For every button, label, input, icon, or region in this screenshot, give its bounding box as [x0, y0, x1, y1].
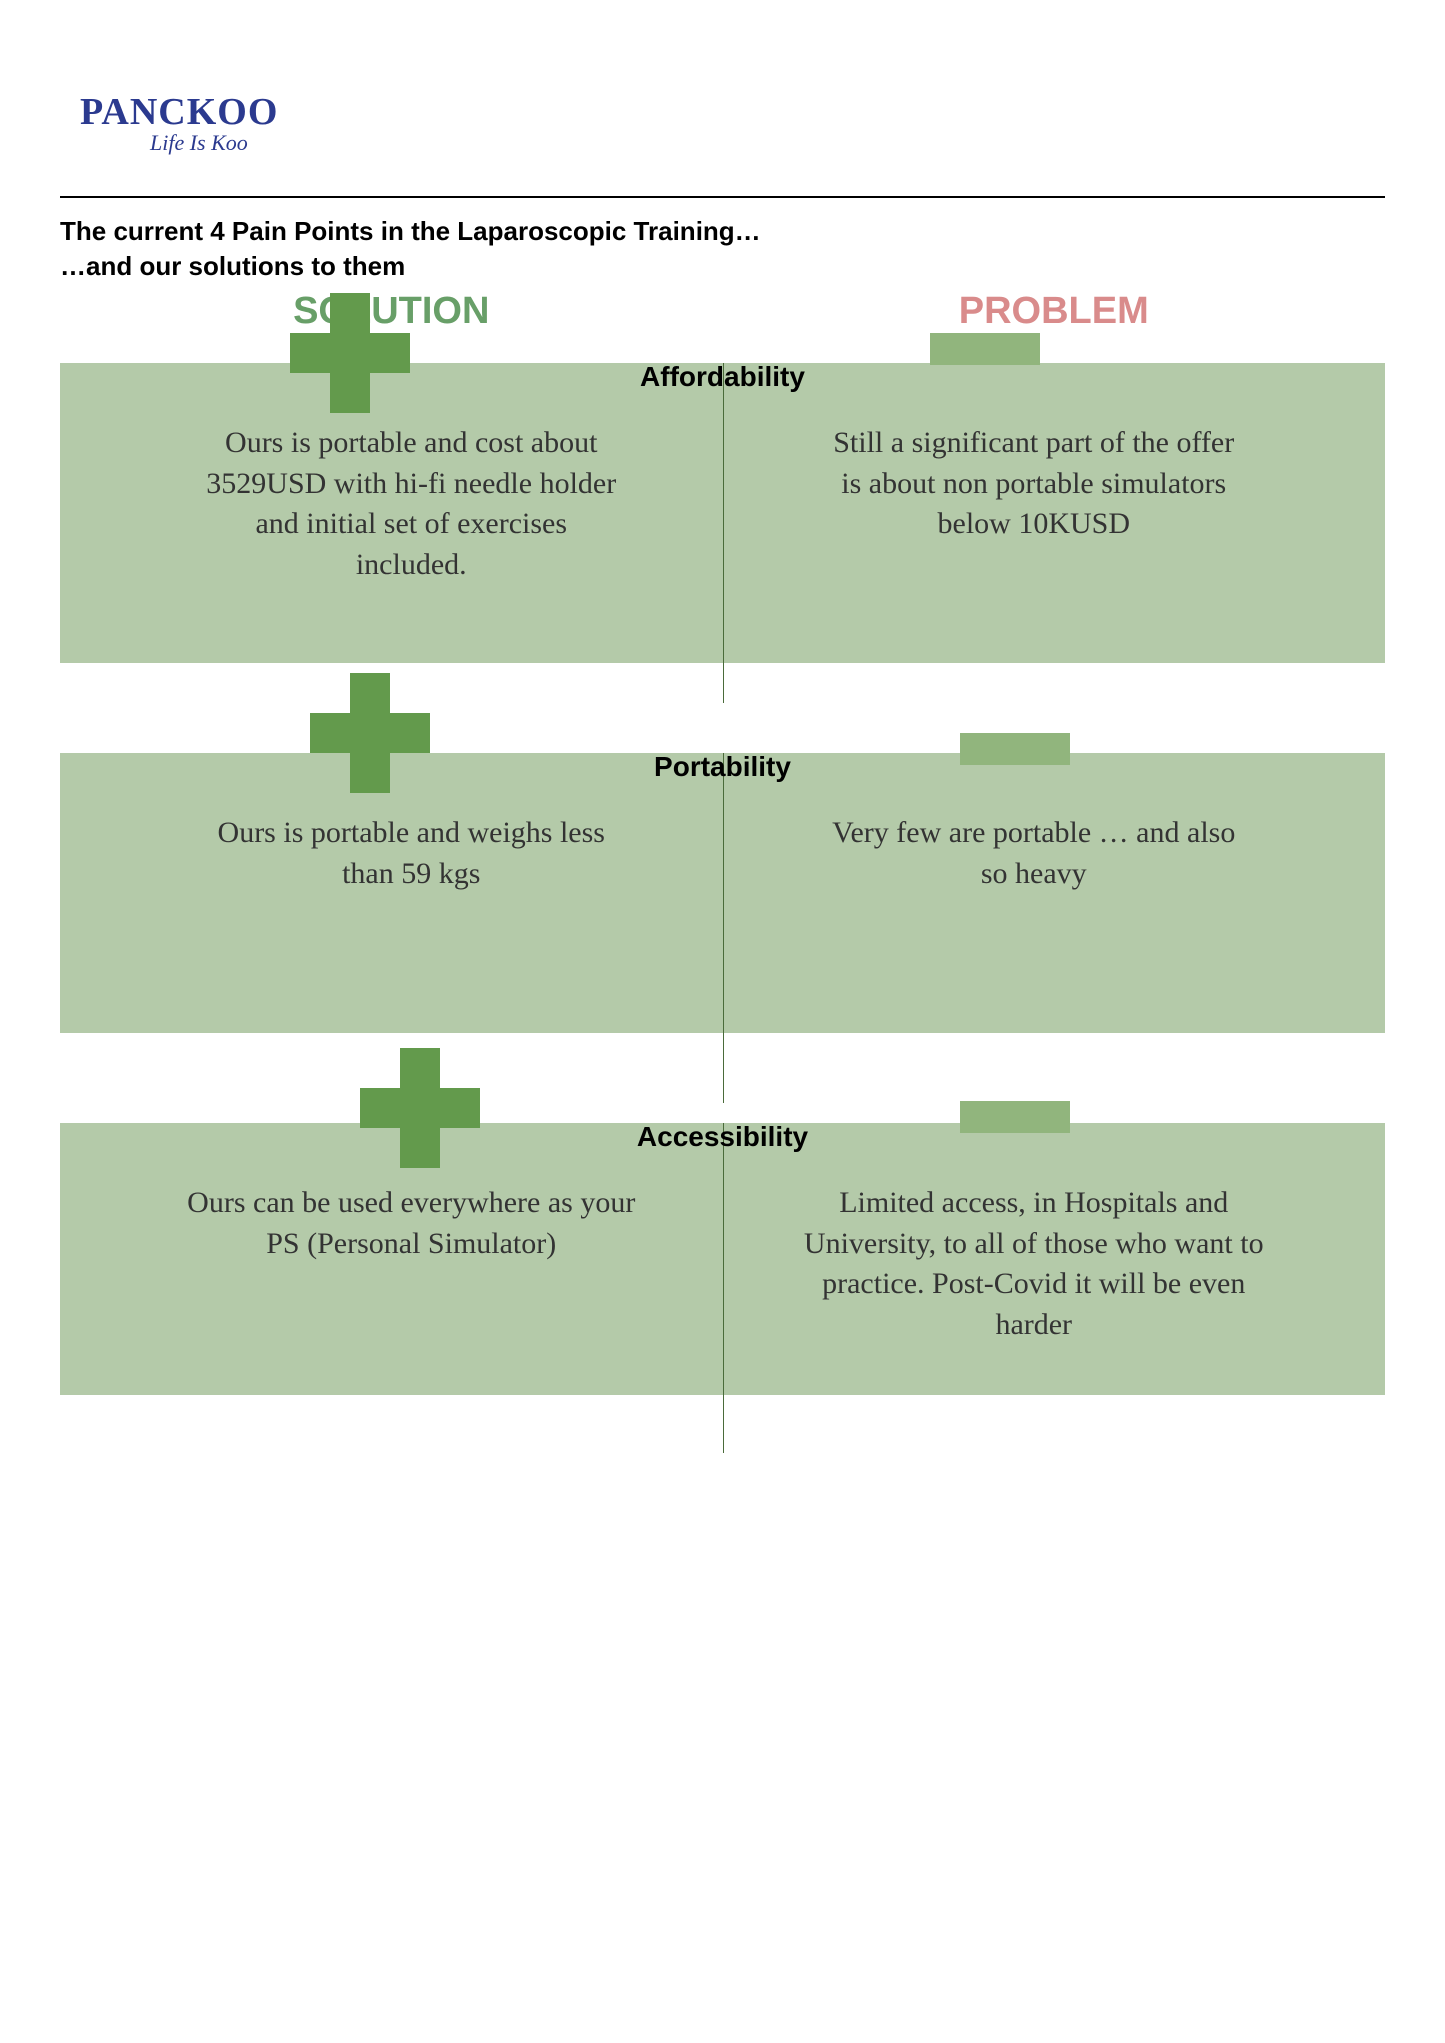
- logo-brand: PANCKOO: [80, 90, 1385, 134]
- solution-cell: Ours can be used everywhere as your PS (…: [100, 1183, 723, 1345]
- plus-icon-horizontal: [360, 1088, 480, 1128]
- divider-vertical: [723, 363, 724, 703]
- panel: Ours is portable and cost about 3529USD …: [60, 363, 1385, 663]
- minus-icon: [960, 1101, 1070, 1133]
- column-headers: SOLUTION PROBLEM: [60, 290, 1385, 333]
- plus-icon: [310, 673, 430, 793]
- divider-vertical: [723, 1123, 724, 1453]
- plus-icon: [360, 1048, 480, 1168]
- panel: Ours is portable and weighs less than 59…: [60, 753, 1385, 1033]
- logo-block: PANCKOO Life Is Koo: [80, 90, 1385, 156]
- logo-tagline: Life Is Koo: [150, 130, 1385, 156]
- section-title: Portability: [646, 751, 799, 783]
- intro-line-1: The current 4 Pain Points in the Laparos…: [60, 216, 1385, 247]
- solution-text: Ours is portable and weighs less than 59…: [201, 813, 621, 894]
- section-title: Affordability: [632, 361, 813, 393]
- minus-icon: [930, 333, 1040, 365]
- problem-cell: Limited access, in Hospitals and Univers…: [723, 1183, 1346, 1345]
- panel: Ours can be used everywhere as your PS (…: [60, 1123, 1385, 1395]
- problem-text: Limited access, in Hospitals and Univers…: [794, 1183, 1274, 1345]
- plus-icon-horizontal: [310, 713, 430, 753]
- problem-cell: Very few are portable … and also so heav…: [723, 813, 1346, 983]
- section-affordability: Affordability Ours is portable and cost …: [60, 363, 1385, 663]
- problem-header: PROBLEM: [723, 290, 1386, 333]
- plus-icon-horizontal: [290, 333, 410, 373]
- section-portability: Portability Ours is portable and weighs …: [60, 753, 1385, 1033]
- solution-cell: Ours is portable and weighs less than 59…: [100, 813, 723, 983]
- divider-horizontal: [60, 196, 1385, 198]
- intro-line-2: …and our solutions to them: [60, 251, 1385, 282]
- divider-vertical: [723, 753, 724, 1103]
- minus-icon: [960, 733, 1070, 765]
- section-accessibility: Accessibility Ours can be used everywher…: [60, 1123, 1385, 1395]
- page-root: PANCKOO Life Is Koo The current 4 Pain P…: [0, 0, 1445, 1545]
- solution-text: Ours can be used everywhere as your PS (…: [171, 1183, 651, 1264]
- section-title: Accessibility: [629, 1121, 816, 1153]
- plus-icon: [290, 293, 410, 413]
- solution-cell: Ours is portable and cost about 3529USD …: [100, 423, 723, 613]
- solution-text: Ours is portable and cost about 3529USD …: [201, 423, 621, 585]
- problem-cell: Still a significant part of the offer is…: [723, 423, 1346, 613]
- problem-text: Still a significant part of the offer is…: [824, 423, 1244, 545]
- problem-text: Very few are portable … and also so heav…: [824, 813, 1244, 894]
